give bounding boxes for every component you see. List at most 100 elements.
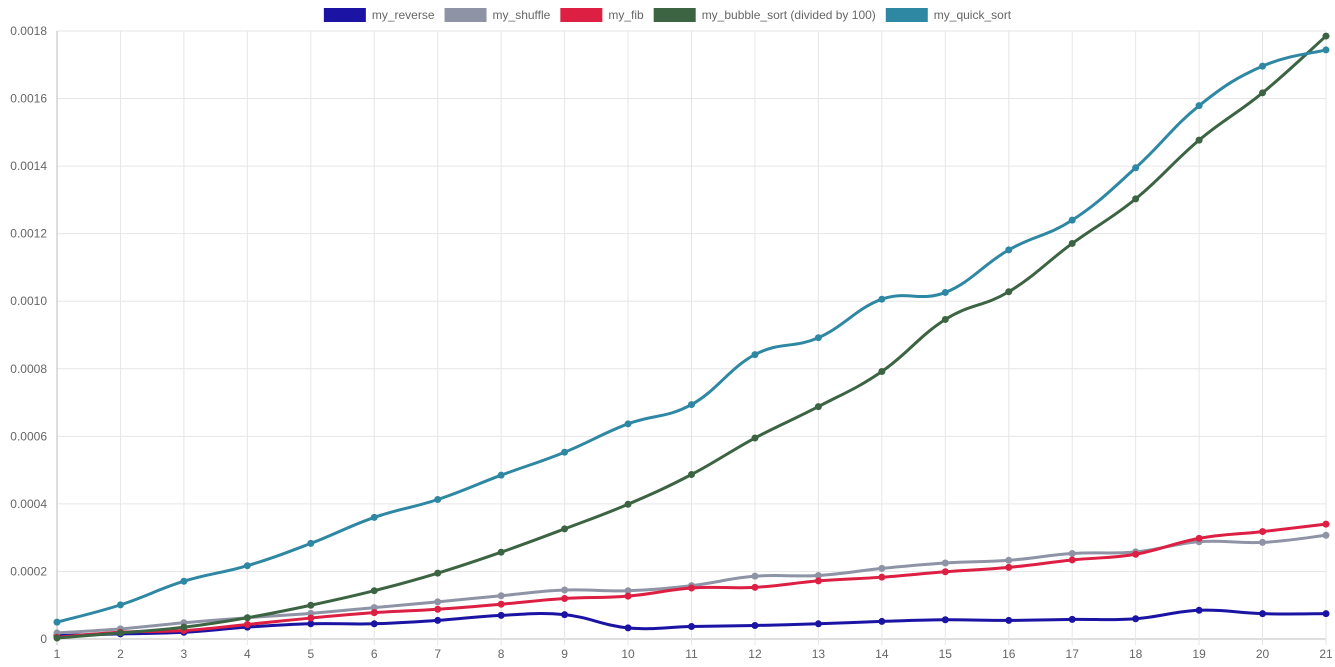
data-point[interactable]: [941, 288, 949, 296]
data-point[interactable]: [1322, 32, 1330, 40]
y-tick-label: 0.0016: [10, 92, 47, 106]
data-point[interactable]: [434, 495, 442, 503]
data-point[interactable]: [1005, 616, 1013, 624]
data-point[interactable]: [434, 616, 442, 624]
data-point[interactable]: [941, 568, 949, 576]
data-point[interactable]: [941, 616, 949, 624]
data-point[interactable]: [370, 513, 378, 521]
data-point[interactable]: [434, 605, 442, 613]
data-point[interactable]: [307, 614, 315, 622]
data-point[interactable]: [1068, 550, 1076, 558]
data-point[interactable]: [624, 587, 632, 595]
data-point[interactable]: [180, 577, 188, 585]
data-point[interactable]: [561, 611, 569, 619]
data-point[interactable]: [1322, 610, 1330, 618]
data-point[interactable]: [1068, 239, 1076, 247]
data-point[interactable]: [243, 562, 251, 570]
data-point[interactable]: [1005, 246, 1013, 254]
data-point[interactable]: [116, 601, 124, 609]
data-point[interactable]: [307, 620, 315, 628]
data-point[interactable]: [307, 601, 315, 609]
data-point[interactable]: [1005, 563, 1013, 571]
data-point[interactable]: [561, 594, 569, 602]
data-point[interactable]: [497, 592, 505, 600]
data-point[interactable]: [751, 621, 759, 629]
data-point[interactable]: [941, 559, 949, 567]
data-point[interactable]: [434, 569, 442, 577]
data-point[interactable]: [1195, 136, 1203, 144]
data-point[interactable]: [370, 620, 378, 628]
data-point[interactable]: [370, 609, 378, 617]
data-point[interactable]: [1259, 62, 1267, 70]
legend-swatch: [885, 8, 928, 22]
data-point[interactable]: [688, 623, 695, 631]
data-point[interactable]: [814, 334, 822, 342]
data-point[interactable]: [624, 500, 632, 508]
data-point[interactable]: [1132, 615, 1140, 623]
data-point[interactable]: [561, 525, 569, 533]
data-point[interactable]: [624, 592, 632, 600]
data-point[interactable]: [814, 577, 822, 585]
data-point[interactable]: [1259, 528, 1267, 536]
data-point[interactable]: [1068, 216, 1076, 224]
data-point[interactable]: [1322, 531, 1330, 539]
data-point[interactable]: [751, 351, 759, 359]
data-point[interactable]: [1005, 288, 1013, 296]
data-point[interactable]: [370, 604, 378, 612]
legend-item[interactable]: my_quick_sort: [885, 8, 1012, 22]
data-point[interactable]: [497, 611, 505, 619]
legend-item[interactable]: my_fib: [560, 8, 644, 22]
data-point[interactable]: [180, 623, 188, 631]
data-point[interactable]: [878, 367, 886, 375]
data-point[interactable]: [814, 571, 822, 579]
data-point[interactable]: [116, 629, 124, 637]
data-point[interactable]: [561, 448, 569, 456]
data-point[interactable]: [751, 583, 759, 591]
data-point[interactable]: [307, 539, 315, 547]
data-point[interactable]: [878, 564, 886, 572]
data-point[interactable]: [1195, 606, 1203, 614]
data-point[interactable]: [814, 620, 822, 628]
data-point[interactable]: [53, 618, 61, 626]
data-point[interactable]: [751, 572, 759, 580]
data-point[interactable]: [1132, 550, 1140, 558]
data-point[interactable]: [751, 434, 759, 442]
data-point[interactable]: [497, 600, 505, 608]
data-point[interactable]: [1195, 534, 1203, 542]
legend-item[interactable]: my_bubble_sort (divided by 100): [653, 8, 876, 22]
data-point[interactable]: [53, 634, 61, 642]
data-point[interactable]: [1132, 164, 1140, 172]
data-point[interactable]: [688, 584, 695, 592]
data-point[interactable]: [243, 620, 251, 628]
data-point[interactable]: [497, 548, 505, 556]
data-point[interactable]: [878, 617, 886, 625]
data-point[interactable]: [370, 587, 378, 595]
data-point[interactable]: [688, 471, 695, 479]
legend-item[interactable]: my_reverse: [323, 8, 435, 22]
data-point[interactable]: [941, 315, 949, 323]
data-point[interactable]: [1068, 556, 1076, 564]
data-point[interactable]: [1132, 195, 1140, 203]
data-point[interactable]: [1195, 102, 1203, 110]
legend-item[interactable]: my_shuffle: [444, 8, 551, 22]
data-point[interactable]: [561, 586, 569, 594]
data-point[interactable]: [878, 573, 886, 581]
data-point[interactable]: [1322, 46, 1330, 54]
data-point[interactable]: [1322, 520, 1330, 528]
data-point[interactable]: [434, 598, 442, 606]
data-point[interactable]: [878, 295, 886, 303]
series-line: [56, 34, 1328, 640]
data-point[interactable]: [814, 403, 822, 411]
data-point[interactable]: [1068, 615, 1076, 623]
data-point[interactable]: [1259, 538, 1267, 546]
data-point[interactable]: [688, 401, 695, 409]
data-point[interactable]: [497, 471, 505, 479]
legend-label: my_reverse: [372, 8, 435, 22]
data-point[interactable]: [624, 624, 632, 632]
data-point[interactable]: [243, 614, 251, 622]
data-point[interactable]: [1005, 556, 1013, 564]
data-point[interactable]: [1259, 610, 1267, 618]
data-point[interactable]: [1259, 89, 1267, 97]
chart-legend[interactable]: my_reverse my_shuffle my_fib my_bubble_sort…: [323, 8, 1012, 22]
data-point[interactable]: [624, 420, 632, 428]
